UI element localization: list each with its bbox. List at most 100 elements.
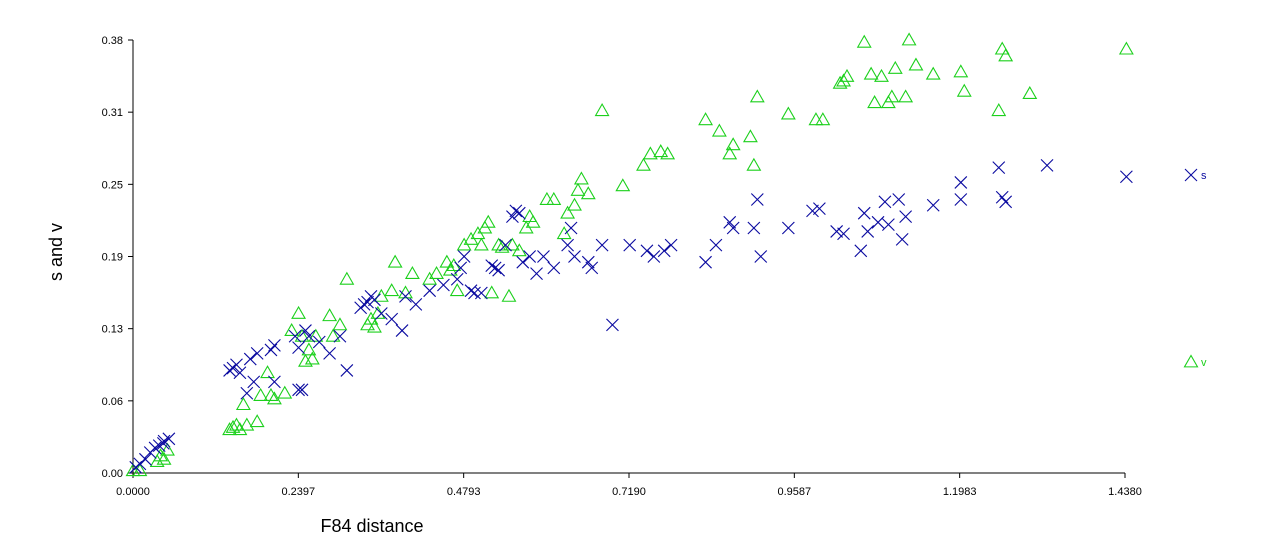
data-point-s — [268, 375, 281, 389]
data-point-s — [454, 261, 468, 275]
data-point-s — [437, 278, 450, 292]
data-point-s — [468, 286, 481, 300]
data-point-s — [156, 436, 170, 450]
data-point-s — [295, 383, 309, 397]
data-point-s — [312, 335, 326, 349]
data-point-s — [854, 244, 868, 258]
data-point-s — [409, 297, 423, 311]
axes — [132, 40, 1125, 474]
data-point-s — [830, 225, 844, 238]
data-point-v — [546, 191, 562, 205]
y-ticks: 0.00 0.06 0.13 0.19 0.25 0.31 0.38 — [102, 35, 133, 480]
data-point-s — [595, 238, 609, 252]
data-point-s — [726, 221, 740, 235]
data-point-s — [699, 255, 712, 269]
data-point-s — [568, 250, 581, 263]
data-point-s — [499, 238, 512, 252]
data-point-s — [450, 272, 464, 286]
data-point-v — [235, 397, 251, 411]
data-point-s — [561, 238, 574, 252]
data-point-s — [926, 198, 940, 212]
data-point-v — [898, 89, 914, 103]
data-point-v — [953, 64, 969, 78]
data-point-v — [660, 146, 676, 160]
data-point-s — [492, 263, 506, 277]
x-axis-title: F84 distance — [320, 516, 423, 536]
data-point-s — [606, 318, 619, 332]
data-point-s — [999, 195, 1013, 209]
data-point-v — [567, 197, 582, 211]
data-point-v — [222, 422, 238, 436]
data-point-s — [813, 202, 826, 216]
data-point-v — [449, 283, 465, 297]
data-point-v — [160, 442, 175, 456]
data-point-v — [442, 262, 458, 276]
data-point-s — [537, 250, 550, 263]
legend-v-symbol — [1183, 354, 1199, 368]
x-ticks: 0.0000 0.2397 0.4793 0.7190 0.9587 1.1983 1.43… — [116, 473, 1142, 498]
y-tick-label: 0.25 — [102, 179, 123, 191]
data-point-s — [564, 221, 578, 235]
data-point-s — [299, 324, 312, 337]
data-point-v — [698, 112, 714, 126]
data-point-s — [871, 215, 885, 229]
data-point-v — [308, 328, 324, 342]
x-tick-label: 0.7190 — [612, 486, 646, 498]
data-point-s — [585, 261, 599, 275]
data-point-v — [284, 322, 300, 336]
data-point-s — [516, 255, 530, 269]
data-point-s — [292, 383, 305, 397]
legend-item-v: v — [1183, 354, 1207, 369]
data-point-v — [867, 95, 883, 109]
data-point-s — [954, 176, 968, 189]
data-point-v — [332, 317, 348, 331]
data-point-v — [746, 157, 762, 171]
data-point-s — [881, 218, 895, 231]
x-tick-label: 0.0000 — [116, 486, 150, 498]
data-point-s — [512, 206, 526, 220]
data-point-v — [525, 214, 541, 228]
data-point-s — [664, 238, 678, 252]
data-point-s — [488, 261, 502, 275]
data-point-v — [832, 75, 848, 89]
data-point-s — [485, 259, 499, 273]
data-point-s — [878, 195, 892, 209]
data-point-s — [530, 267, 543, 280]
data-point-s — [423, 284, 437, 298]
data-point-s — [148, 441, 162, 455]
data-point-s — [162, 432, 176, 446]
data-point-v — [642, 146, 658, 160]
data-point-s — [861, 225, 875, 238]
data-point-v — [749, 89, 765, 103]
data-point-v — [291, 305, 307, 319]
data-point-v — [925, 66, 941, 80]
data-point-v — [560, 205, 576, 219]
data-point-s — [457, 250, 471, 263]
y-tick-label: 0.00 — [102, 468, 123, 480]
data-point-s — [399, 289, 412, 303]
data-point-v — [480, 214, 496, 228]
data-point-s — [857, 206, 871, 220]
legend-item-s: s — [1184, 168, 1207, 182]
legend-v-label: v — [1201, 357, 1207, 369]
data-point-s — [268, 338, 281, 352]
data-point-s — [723, 215, 737, 229]
data-point-s — [623, 238, 637, 252]
data-point-v — [298, 353, 313, 367]
data-point-v — [570, 182, 586, 196]
data-point-v — [239, 417, 255, 431]
data-point-s — [464, 284, 478, 298]
data-point-v — [874, 68, 889, 82]
data-point-v — [384, 283, 400, 297]
series-s-points — [129, 158, 1133, 474]
series-v-points — [125, 32, 1134, 477]
data-point-v — [573, 171, 589, 185]
data-point-s — [806, 204, 819, 218]
data-point-s — [547, 261, 561, 275]
data-point-s — [385, 312, 399, 326]
data-point-v — [277, 385, 293, 399]
data-point-s — [506, 210, 519, 224]
data-point-v — [404, 265, 420, 280]
data-point-v — [994, 41, 1010, 55]
data-point-s — [139, 452, 152, 466]
